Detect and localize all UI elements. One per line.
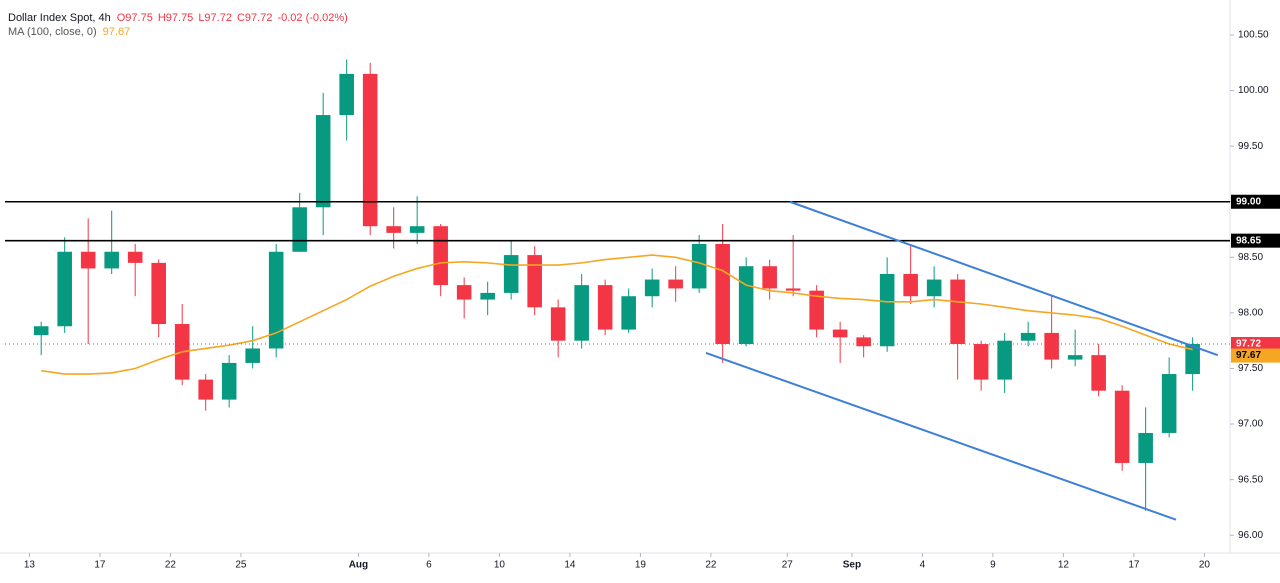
- y-tick-label: 100.50: [1238, 30, 1269, 41]
- x-tick-label: Sep: [843, 560, 861, 571]
- y-tick-label: 97.00: [1238, 419, 1263, 430]
- candle-body: [292, 207, 307, 252]
- candle-body: [1067, 355, 1083, 360]
- level-label-box: [1231, 194, 1280, 209]
- candle-body: [409, 226, 425, 233]
- quote-value: L97.72: [198, 12, 232, 24]
- candle-body: [1161, 374, 1177, 433]
- level-label-box: [1231, 233, 1280, 248]
- candle-body: [268, 251, 284, 349]
- candle-body: [104, 251, 119, 269]
- y-tick-label: 98.50: [1238, 252, 1263, 263]
- candle-body: [1020, 332, 1036, 341]
- y-tick-label: 99.50: [1238, 141, 1263, 152]
- candle-body: [691, 243, 707, 289]
- candle-body: [668, 279, 683, 289]
- candle-body: [57, 251, 72, 327]
- candle-body: [950, 279, 965, 345]
- candle-body: [1091, 355, 1106, 391]
- candle-body: [832, 329, 848, 338]
- x-tick-label: 20: [1199, 560, 1211, 571]
- indicator-name: MA (100, close, 0): [8, 26, 97, 38]
- candle-body: [1114, 390, 1130, 463]
- x-tick-label: 12: [1058, 560, 1070, 571]
- candle-body: [973, 344, 989, 380]
- quote-value: H97.75: [158, 12, 193, 24]
- quote-value: O97.75: [117, 12, 153, 24]
- y-tick-label: 97.50: [1238, 363, 1263, 374]
- y-tick-label: 100.00: [1238, 85, 1269, 96]
- candle-body: [527, 255, 542, 308]
- y-tick-label: 96.50: [1238, 474, 1263, 485]
- candle-body: [456, 285, 472, 300]
- x-tick-label: 19: [635, 560, 647, 571]
- candle-body: [738, 266, 754, 345]
- candle-body: [879, 273, 895, 347]
- x-tick-label: 13: [24, 560, 36, 571]
- candle-body: [762, 266, 777, 289]
- ma-price-label: 97.67: [1236, 350, 1261, 361]
- y-tick-label: 96.00: [1238, 530, 1263, 541]
- candle-body: [127, 251, 143, 263]
- candle-body: [1138, 432, 1153, 463]
- candle-body: [1044, 332, 1059, 360]
- x-tick-label: 17: [94, 560, 106, 571]
- x-tick-label: 22: [165, 560, 177, 571]
- x-tick-label: 17: [1128, 560, 1140, 571]
- candle-body: [339, 73, 354, 116]
- level-label: 98.65: [1236, 235, 1261, 246]
- candle-body: [198, 379, 213, 400]
- x-tick-label: 22: [705, 560, 717, 571]
- x-tick-label: 27: [782, 560, 794, 571]
- x-tick-label: 6: [426, 560, 432, 571]
- quote-value: -0.02 (-0.02%): [277, 12, 347, 24]
- candle-body: [621, 296, 636, 330]
- trendline: [789, 200, 1219, 357]
- symbol-title: Dollar Index Spot, 4h: [8, 12, 111, 24]
- candle-body: [574, 285, 589, 341]
- candle-body: [715, 243, 730, 345]
- candle-body: [856, 337, 871, 347]
- candle-body: [480, 292, 495, 300]
- ma-price-box: [1231, 348, 1280, 363]
- candle-body: [315, 115, 331, 208]
- candle-body: [386, 226, 401, 233]
- plot-area: [5, 59, 1230, 521]
- x-tick-label: 25: [235, 560, 247, 571]
- trendline: [705, 351, 1177, 521]
- candle-body: [926, 279, 942, 297]
- candle-body: [33, 326, 49, 336]
- candle-body: [1185, 344, 1200, 375]
- x-tick-label: 14: [564, 560, 576, 571]
- candle-body: [997, 340, 1012, 380]
- candle-body: [245, 348, 260, 363]
- candle-body: [597, 285, 613, 330]
- candle-body: [550, 307, 566, 341]
- candle-body: [221, 362, 237, 400]
- last-price-box: [1231, 337, 1280, 352]
- quote-value: C97.72: [237, 12, 272, 24]
- candle-body: [903, 273, 918, 297]
- indicator-value: 97.67: [103, 26, 131, 38]
- candle-body: [80, 251, 96, 269]
- last-price-label: 97.72: [1236, 339, 1261, 350]
- candle-body: [151, 262, 166, 325]
- y-tick-label: 98.00: [1238, 308, 1263, 319]
- candle-body: [433, 226, 448, 286]
- candle-body: [362, 73, 378, 227]
- candle-body: [785, 288, 801, 291]
- x-tick-label: Aug: [349, 560, 368, 571]
- candle-body: [503, 255, 519, 293]
- level-label: 99.00: [1236, 196, 1261, 207]
- x-tick-label: 9: [990, 560, 996, 571]
- candle-body: [644, 279, 660, 297]
- x-tick-label: 10: [494, 560, 506, 571]
- candle-body: [809, 290, 824, 330]
- x-tick-label: 4: [920, 560, 926, 571]
